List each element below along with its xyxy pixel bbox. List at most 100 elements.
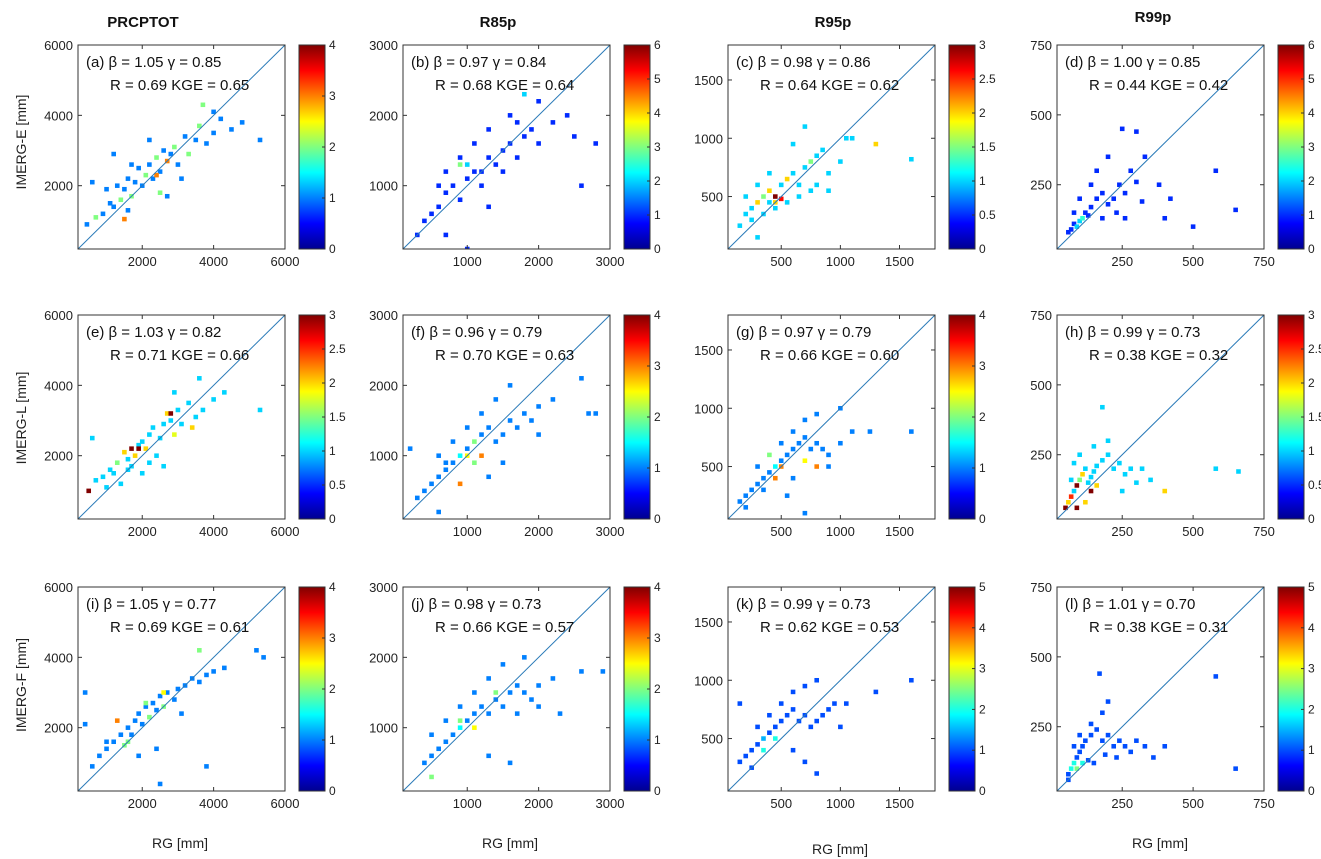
heatmap-cell <box>175 407 181 413</box>
heatmap-cell <box>186 400 191 406</box>
heatmap-cell <box>154 172 159 178</box>
heatmap-cell <box>814 153 820 159</box>
heatmap-cell <box>93 478 99 483</box>
heatmap-cell <box>479 183 484 188</box>
axes-frame <box>1056 44 1265 250</box>
y-tick-label: 500 <box>701 460 723 475</box>
axes-frame <box>1056 586 1265 792</box>
colorbar-tick-label: 4 <box>654 106 661 120</box>
heatmap-cell <box>550 397 556 402</box>
heatmap-cell <box>802 124 808 129</box>
heatmap-cell <box>1213 168 1219 174</box>
x-label-r99p: RG [mm] <box>1132 835 1188 851</box>
colorbar-tick-label: 0 <box>979 784 986 798</box>
heatmap-cell <box>743 505 749 510</box>
heatmap-cell <box>436 746 441 752</box>
heatmap-cell <box>457 197 463 203</box>
heatmap-cell <box>826 170 831 176</box>
heatmap-cell <box>204 764 209 769</box>
stats-line-2: R = 0.68 KGE = 0.64 <box>435 77 574 94</box>
heatmap-cell <box>1063 505 1068 511</box>
heatmap-cell <box>193 137 199 143</box>
heatmap-cell <box>122 186 127 192</box>
heatmap-cell <box>743 211 749 217</box>
y-tick-label: 500 <box>701 732 723 747</box>
heatmap-cell <box>1088 182 1094 187</box>
heatmap-cell <box>422 760 427 766</box>
colorbar-tick-label: 2 <box>329 140 336 154</box>
heatmap-cell <box>1094 483 1099 488</box>
x-tick-label: 1000 <box>826 796 855 811</box>
heatmap-cell <box>1233 207 1238 213</box>
y-tick-label: 2000 <box>369 378 398 393</box>
heatmap-cell <box>814 464 820 469</box>
x-tick-label: 2000 <box>128 254 157 269</box>
heatmap-cell <box>909 156 914 162</box>
heatmap-cell <box>873 689 879 695</box>
colorbar-tick-label: 2 <box>654 410 661 424</box>
heatmap-cell <box>457 725 463 730</box>
heatmap-cell <box>1066 771 1071 777</box>
heatmap-cell <box>1233 766 1238 771</box>
heatmap-cell <box>536 404 541 409</box>
heatmap-cell <box>1071 221 1077 227</box>
heatmap-cell <box>1094 463 1099 469</box>
y-tick-label: 2000 <box>44 179 73 194</box>
x-tick-label: 750 <box>1253 796 1275 811</box>
heatmap-cell <box>443 232 449 238</box>
heatmap-cell <box>457 718 463 723</box>
heatmap-cell <box>464 446 470 451</box>
heatmap-cell <box>82 721 88 727</box>
axes-frame <box>727 44 936 250</box>
heatmap-cell <box>773 724 778 730</box>
colorbar-tick-label: 2.5 <box>329 342 346 356</box>
heatmap-cell <box>737 759 743 765</box>
axes-frame <box>402 586 611 792</box>
heatmap-cell <box>122 216 127 222</box>
y-tick-label: 1500 <box>694 73 723 88</box>
heatmap-cell <box>464 425 470 430</box>
stats-line-2: R = 0.70 KGE = 0.63 <box>435 347 574 364</box>
heatmap-cell <box>457 704 463 709</box>
y-tick-label: 4000 <box>44 378 73 393</box>
heatmap-cell <box>1068 494 1074 499</box>
heatmap-cell <box>761 487 766 493</box>
heatmap-cell <box>507 113 513 118</box>
y-tick-label: 1000 <box>694 401 723 416</box>
heatmap-cell <box>1122 190 1128 196</box>
colorbar-tick-label: 2 <box>329 682 336 696</box>
colorbar <box>298 586 326 792</box>
heatmap-cell <box>808 446 814 452</box>
heatmap-cell <box>761 747 766 753</box>
heatmap-cell <box>767 730 772 735</box>
y-tick-label: 500 <box>701 190 723 205</box>
heatmap-cell <box>755 464 760 469</box>
heatmap-cell <box>749 747 754 753</box>
colorbar-tick-label: 1 <box>329 191 336 205</box>
heatmap-cell <box>114 183 120 188</box>
heatmap-cell <box>1094 168 1099 174</box>
heatmap-cell <box>796 440 802 446</box>
colorbar <box>1277 586 1305 792</box>
heatmap-cell <box>790 689 796 695</box>
stats-line-1: (f) β = 0.96 γ = 0.79 <box>411 324 542 341</box>
heatmap-cell <box>1128 168 1134 174</box>
heatmap-cell <box>1066 499 1071 505</box>
panel-k: 500 1000 1500 500 1000 1500 (k) β = 0.99 γ = 0… <box>694 580 986 811</box>
heatmap-cell <box>536 704 541 709</box>
heatmap-cell <box>1122 744 1128 749</box>
heatmap-cell <box>1122 215 1128 221</box>
heatmap-cell <box>1088 732 1094 738</box>
heatmap-cell <box>838 440 843 446</box>
y-tick-label: 3000 <box>369 580 398 595</box>
colorbar-tick-label: 1 <box>979 174 986 188</box>
heatmap-cell <box>808 159 814 164</box>
heatmap-cell <box>826 707 831 712</box>
colorbar <box>623 314 651 520</box>
colorbar-tick-label: 0 <box>654 512 661 526</box>
heatmap-cell <box>136 165 141 171</box>
heatmap-cell <box>514 120 520 125</box>
heatmap-cell <box>464 162 470 167</box>
colorbar-tick-label: 2 <box>654 682 661 696</box>
